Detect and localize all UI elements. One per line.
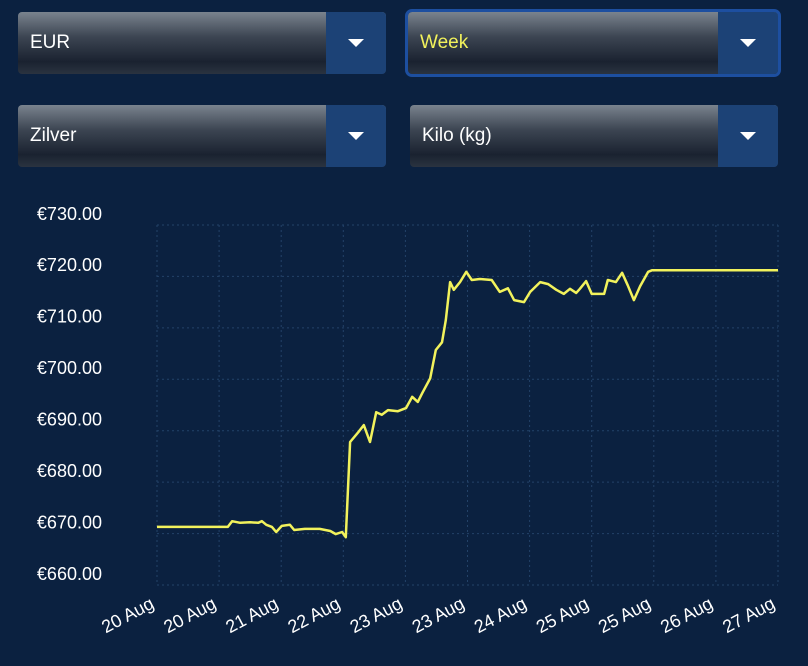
x-tick-label: 26 Aug — [657, 593, 716, 637]
x-tick-label: 22 Aug — [285, 593, 344, 637]
period-dropdown[interactable]: Week — [405, 9, 781, 77]
dropdown-text: EUR — [30, 32, 71, 53]
y-tick-label: €700.00 — [37, 358, 102, 378]
dropdown-button[interactable] — [326, 105, 386, 167]
x-tick-label: 23 Aug — [347, 593, 406, 637]
y-tick-label: €710.00 — [37, 307, 102, 327]
x-tick-label: 24 Aug — [471, 593, 530, 637]
dropdown-text: Week — [420, 32, 469, 53]
y-tick-label: €690.00 — [37, 409, 102, 429]
price-line — [157, 269, 778, 539]
dropdown-text: Zilver — [30, 125, 77, 146]
arrow — [740, 39, 756, 47]
dropdown-button[interactable] — [718, 105, 778, 167]
y-tick-label: €720.00 — [37, 255, 102, 275]
dropdown-button[interactable] — [326, 12, 386, 74]
x-tick-label: 20 Aug — [98, 593, 157, 637]
x-tick-label: 27 Aug — [719, 593, 778, 637]
x-tick-label: 21 Aug — [222, 593, 281, 637]
arrow — [740, 132, 756, 140]
x-tick-label: 20 Aug — [160, 593, 219, 637]
dropdown-text: Kilo (kg) — [422, 125, 492, 146]
y-tick-label: €680.00 — [37, 461, 102, 481]
dropdown-button[interactable] — [718, 12, 778, 74]
x-tick-label: 23 Aug — [409, 593, 468, 637]
arrow — [348, 132, 364, 140]
y-tick-label: €670.00 — [37, 512, 102, 532]
unit-dropdown[interactable]: Kilo (kg) — [410, 105, 778, 167]
x-tick-label: 25 Aug — [533, 593, 592, 637]
y-tick-label: €730.00 — [37, 204, 102, 224]
currency-dropdown[interactable]: EUR — [18, 12, 386, 74]
arrow — [348, 39, 364, 47]
y-tick-label: €660.00 — [37, 564, 102, 584]
metal-dropdown[interactable]: Zilver — [18, 105, 386, 167]
x-tick-label: 25 Aug — [595, 593, 654, 637]
